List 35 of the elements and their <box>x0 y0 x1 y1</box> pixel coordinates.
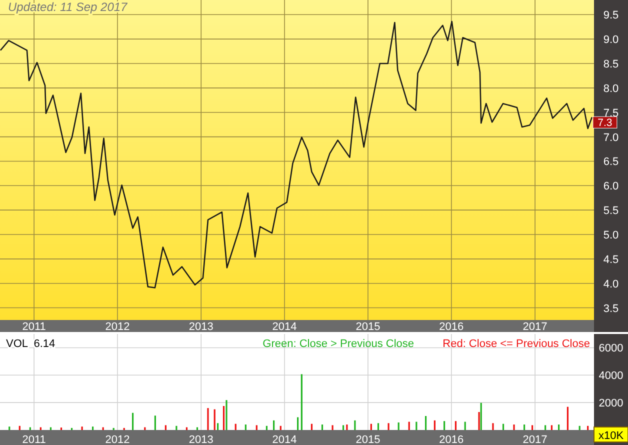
y-tick-label: 4.0 <box>603 278 619 290</box>
y-axis-title: x10K <box>598 430 624 442</box>
y-tick-label: 6.5 <box>603 156 619 168</box>
y-tick-label: 2000 <box>598 398 624 410</box>
text: Green: Close > Previous Close <box>262 338 414 350</box>
x-tick-label: 2014 <box>272 434 297 445</box>
x-tick-label: 2013 <box>188 321 214 333</box>
annotation: VOL 6.14 <box>6 338 56 350</box>
y-tick-label: 5.5 <box>603 205 619 218</box>
annotation: 7.3 <box>598 117 612 130</box>
x-tick-label: 2016 <box>439 321 464 333</box>
x-tick-label: 2013 <box>188 434 214 445</box>
x-tick-label: 2011 <box>22 321 46 333</box>
y-tick-label: 4000 <box>598 370 624 382</box>
y-tick-label: 6.0 <box>603 180 619 193</box>
x-tick-label: 2017 <box>522 321 548 333</box>
y-tick-label: 9.5 <box>603 10 619 22</box>
x-tick-label: 2011 <box>22 434 46 445</box>
x-tick-label: 2017 <box>522 434 548 445</box>
x-tick-label: 2012 <box>105 434 130 445</box>
x-tick-label: 2015 <box>356 434 380 445</box>
text: Red: Close <= Previous Close <box>442 338 590 350</box>
y-tick-label: 6000 <box>598 342 624 355</box>
y-tick-label: 7.5 <box>603 107 619 120</box>
y-tick-label: 4.5 <box>603 254 619 266</box>
y-tick-label: 5.0 <box>603 230 619 242</box>
y-tick-label: 7.0 <box>603 132 619 144</box>
y-tick-label: 9.0 <box>603 34 619 46</box>
x-tick-label: 2014 <box>272 321 297 333</box>
x-tick-label: 2016 <box>439 434 464 445</box>
x-tick-label: 2015 <box>356 321 380 333</box>
y-tick-label: 8.0 <box>603 82 619 95</box>
y-tick-label: 8.5 <box>603 58 619 71</box>
x-tick-label: 2012 <box>105 321 130 333</box>
y-tick-label: 3.5 <box>603 302 619 315</box>
